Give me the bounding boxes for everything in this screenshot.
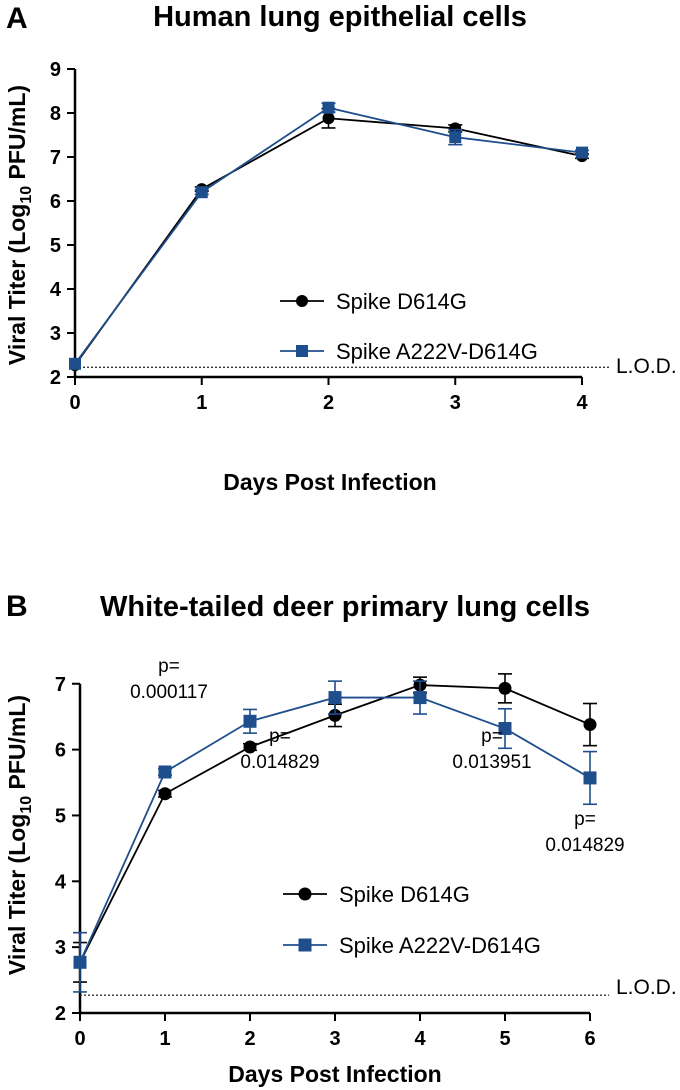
chart-a-xlabel: Days Post Infection <box>223 469 436 495</box>
legend-marker <box>296 345 308 357</box>
x-tick-label: 5 <box>499 1028 510 1050</box>
legend-label: Spike A222V-D614G <box>336 339 538 364</box>
ylabel-sub: 10 <box>18 796 35 814</box>
x-tick-label: 0 <box>69 392 80 414</box>
p-value-number: 0.000117 <box>130 682 208 703</box>
legend-label: Spike D614G <box>339 882 470 907</box>
data-point <box>69 357 81 370</box>
ylabel-tail: PFU/mL) <box>4 695 30 796</box>
p-value-label: p= <box>158 656 180 677</box>
y-tick-label: 6 <box>55 740 66 762</box>
data-point <box>413 691 427 705</box>
y-tick-label: 8 <box>50 103 61 125</box>
data-point <box>583 771 597 785</box>
legend-marker <box>298 938 312 952</box>
data-point <box>583 718 597 732</box>
series-line-1 <box>74 106 583 365</box>
data-point <box>322 112 335 125</box>
ylabel-main: Viral Titer (Log <box>4 204 30 365</box>
y-tick-label: 4 <box>50 279 62 301</box>
data-point <box>73 955 87 969</box>
chart-b-xlabel: Days Post Infection <box>228 1061 441 1087</box>
y-tick-label: 4 <box>55 871 67 893</box>
data-point <box>158 765 172 779</box>
series-line-0 <box>74 117 583 366</box>
x-tick-label: 0 <box>74 1028 85 1050</box>
y-tick-label: 2 <box>55 1003 66 1025</box>
x-tick-label: 2 <box>244 1028 255 1050</box>
p-value-label: p= <box>574 809 596 830</box>
lod-label-a: L.O.D. <box>616 355 677 378</box>
ylabel-tail: PFU/mL) <box>4 85 30 186</box>
panel-label-b: B <box>6 590 28 623</box>
p-value-number: 0.013951 <box>452 752 531 773</box>
series-line-1 <box>79 696 591 963</box>
data-point <box>498 681 512 695</box>
x-tick-label: 6 <box>584 1028 595 1050</box>
panel-label-a: A <box>6 2 28 35</box>
data-point <box>449 131 462 144</box>
y-tick-label: 7 <box>50 147 61 169</box>
y-tick-label: 3 <box>50 323 61 345</box>
p-value-number: 0.014829 <box>545 835 624 856</box>
y-tick-label: 5 <box>55 805 66 827</box>
y-tick-label: 6 <box>50 191 61 213</box>
legend-marker <box>298 887 312 901</box>
panel-b: B White-tailed deer primary lung cells D… <box>0 520 680 1090</box>
panel-a: A Human lung epithelial cells Days Post … <box>0 0 680 520</box>
y-tick-label: 5 <box>50 235 61 257</box>
x-tick-label: 1 <box>196 392 207 414</box>
ylabel-main: Viral Titer (Log <box>4 814 30 975</box>
p-value-number: 0.014829 <box>240 752 319 773</box>
chart-b-ylabel: Viral Titer (Log10 PFU/mL) <box>4 695 35 975</box>
legend-label: Spike D614G <box>336 289 467 314</box>
y-tick-label: 2 <box>50 367 61 389</box>
chart-b: B White-tailed deer primary lung cells D… <box>4 590 677 1087</box>
data-point <box>328 708 342 722</box>
x-tick-label: 4 <box>576 392 588 414</box>
x-tick-label: 2 <box>323 392 334 414</box>
p-value-label: p= <box>269 726 291 747</box>
x-tick-label: 1 <box>159 1028 170 1050</box>
chart-a-ylabel: Viral Titer (Log10 PFU/mL) <box>4 85 35 365</box>
p-value-label: p= <box>481 726 503 747</box>
x-tick-label: 4 <box>414 1028 426 1050</box>
chart-a: A Human lung epithelial cells Days Post … <box>4 1 677 495</box>
y-tick-label: 7 <box>55 674 66 696</box>
x-tick-label: 3 <box>329 1028 340 1050</box>
chart-b-title: White-tailed deer primary lung cells <box>100 591 590 623</box>
lod-label-b: L.O.D. <box>616 976 677 999</box>
legend-marker <box>296 295 308 307</box>
data-point <box>195 186 208 199</box>
chart-a-title: Human lung epithelial cells <box>153 1 527 33</box>
data-point <box>328 691 342 705</box>
data-point <box>158 787 172 801</box>
data-point <box>243 714 257 728</box>
ylabel-sub: 10 <box>18 186 35 204</box>
data-point <box>243 740 257 754</box>
y-tick-label: 3 <box>55 937 66 959</box>
legend-label: Spike A222V-D614G <box>339 933 541 958</box>
data-point <box>498 722 512 736</box>
x-tick-label: 3 <box>450 392 461 414</box>
data-point <box>322 101 335 114</box>
data-point <box>576 146 588 159</box>
y-tick-label: 9 <box>50 59 61 81</box>
